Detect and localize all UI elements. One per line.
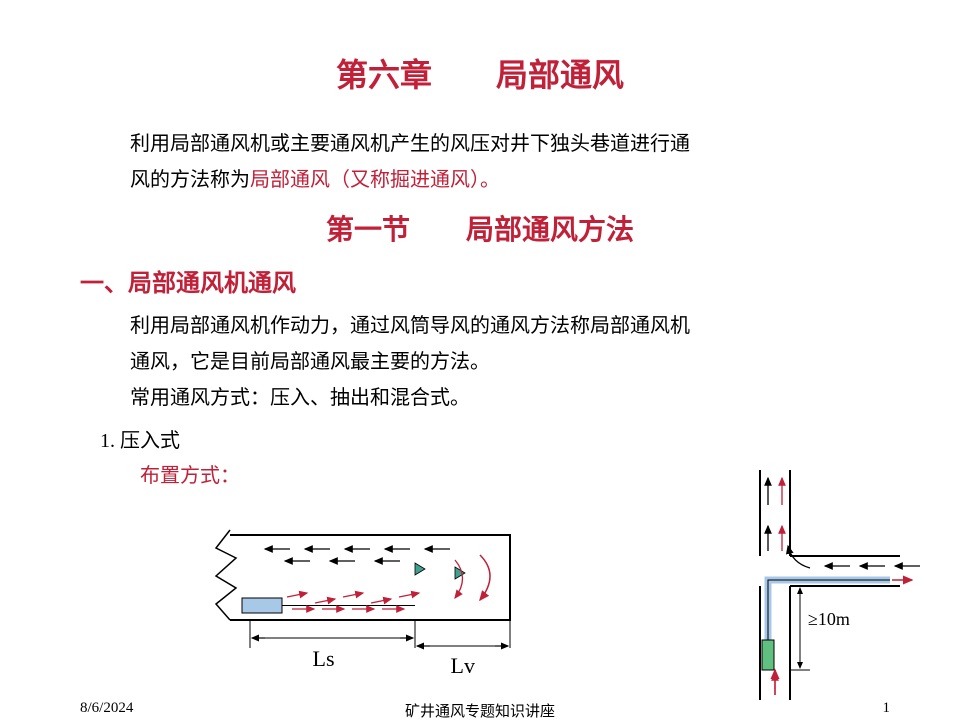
section-title: 第一节 局部通风方法 bbox=[80, 208, 880, 248]
sub-heading-2: 布置方式： bbox=[140, 459, 880, 488]
footer-page: 1 bbox=[883, 700, 891, 717]
sub-heading-1: 1. 压入式 bbox=[100, 424, 880, 453]
chapter-title: 第六章 局部通风 bbox=[80, 50, 880, 96]
body-text: 利用局部通风机作动力，通过风筒导风的通风方法称局部通风机 通风，它是目前局部通风… bbox=[130, 308, 880, 416]
heading-1: 一、局部通风机通风 bbox=[80, 263, 880, 298]
svg-text:Ls: Ls bbox=[313, 646, 335, 671]
svg-text:Lv: Lv bbox=[451, 653, 475, 678]
svg-text:≥10m: ≥10m bbox=[808, 609, 850, 629]
footer-center: 矿井通风专题知识讲座 bbox=[0, 700, 960, 721]
intro-text: 利用局部通风机或主要通风机产生的风压对井下独头巷道进行通 风的方法称为局部通风（… bbox=[130, 126, 880, 198]
